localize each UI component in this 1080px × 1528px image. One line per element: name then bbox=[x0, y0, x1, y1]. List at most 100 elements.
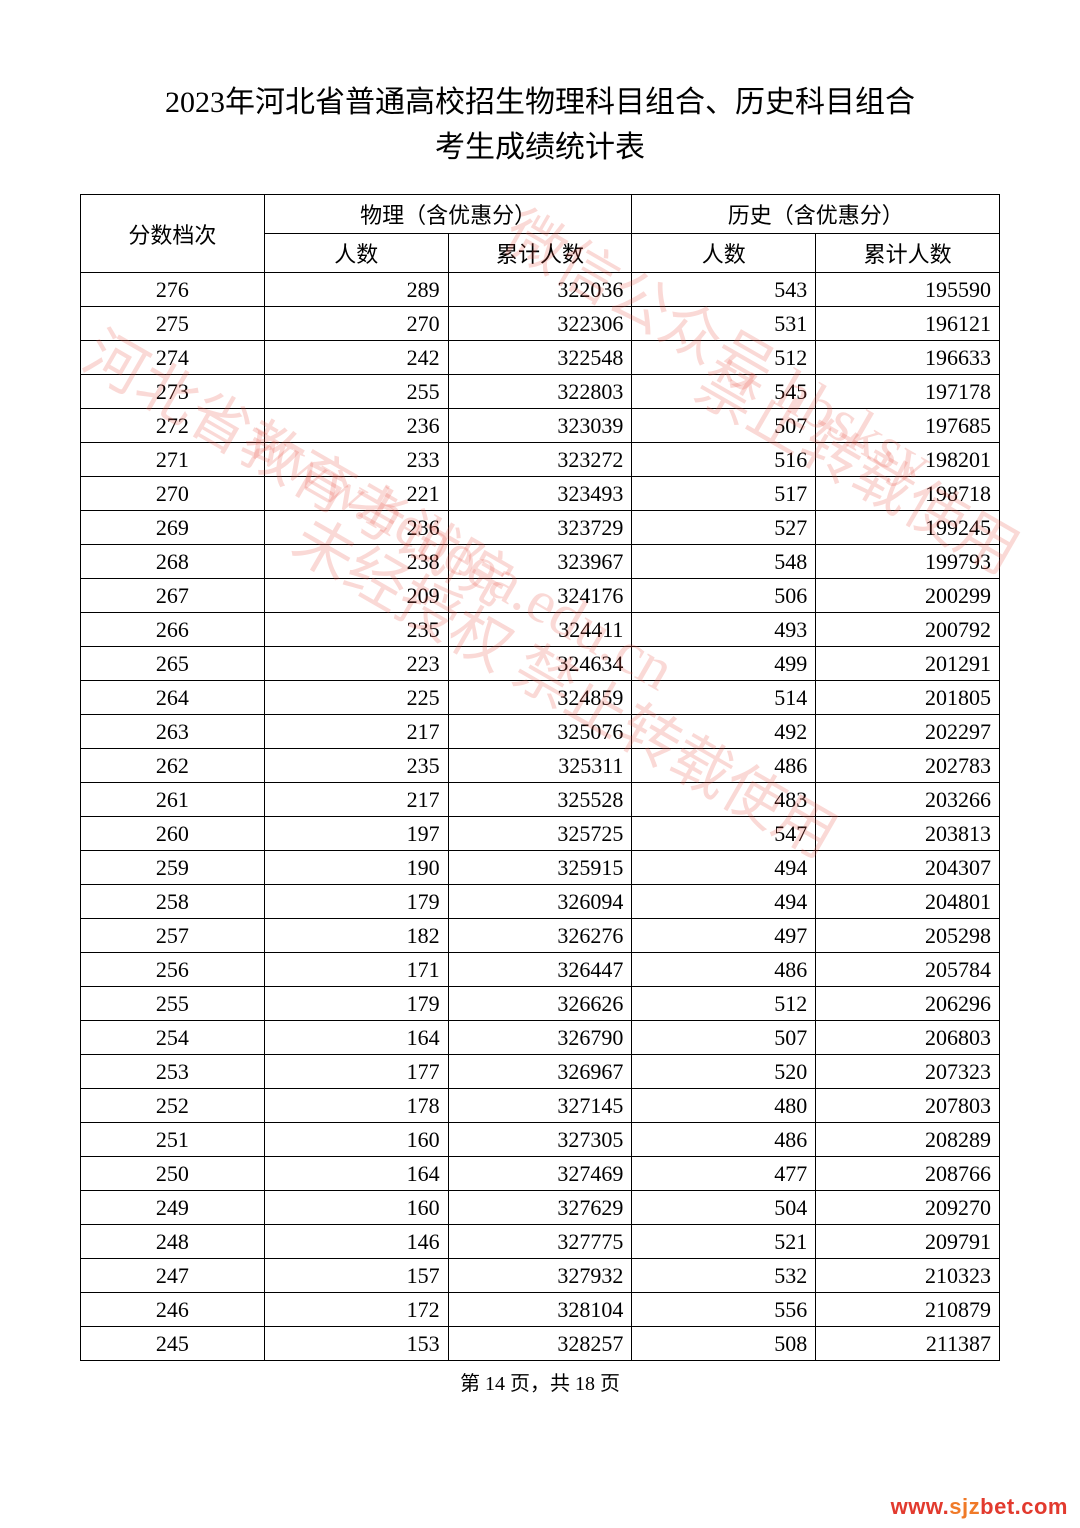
title-line-2: 考生成绩统计表 bbox=[435, 131, 645, 164]
cell-score: 269 bbox=[81, 511, 265, 545]
cell-physics-count: 270 bbox=[264, 307, 448, 341]
cell-score: 257 bbox=[81, 919, 265, 953]
table-row: 251160327305486208289 bbox=[81, 1123, 1000, 1157]
cell-history-count: 512 bbox=[632, 987, 816, 1021]
table-row: 246172328104556210879 bbox=[81, 1293, 1000, 1327]
table-row: 276289322036543195590 bbox=[81, 273, 1000, 307]
cell-score: 275 bbox=[81, 307, 265, 341]
cell-physics-cumulative: 325725 bbox=[448, 817, 632, 851]
cell-physics-cumulative: 323967 bbox=[448, 545, 632, 579]
table-row: 261217325528483203266 bbox=[81, 783, 1000, 817]
table-row: 247157327932532210323 bbox=[81, 1259, 1000, 1293]
cell-score: 276 bbox=[81, 273, 265, 307]
cell-physics-cumulative: 323729 bbox=[448, 511, 632, 545]
table-row: 273255322803545197178 bbox=[81, 375, 1000, 409]
cell-history-cumulative: 207803 bbox=[816, 1089, 1000, 1123]
table-header-row-1: 分数档次 物理（含优惠分） 历史（含优惠分） bbox=[81, 195, 1000, 234]
site-wm-tld: .com bbox=[1015, 1494, 1068, 1519]
cell-physics-cumulative: 328104 bbox=[448, 1293, 632, 1327]
col-history-count: 人数 bbox=[632, 234, 816, 273]
cell-score: 271 bbox=[81, 443, 265, 477]
cell-physics-count: 160 bbox=[264, 1123, 448, 1157]
cell-physics-count: 197 bbox=[264, 817, 448, 851]
cell-physics-cumulative: 325076 bbox=[448, 715, 632, 749]
cell-physics-cumulative: 324176 bbox=[448, 579, 632, 613]
cell-score: 261 bbox=[81, 783, 265, 817]
cell-physics-count: 190 bbox=[264, 851, 448, 885]
table-row: 265223324634499201291 bbox=[81, 647, 1000, 681]
cell-history-cumulative: 196633 bbox=[816, 341, 1000, 375]
cell-history-cumulative: 195590 bbox=[816, 273, 1000, 307]
cell-history-count: 494 bbox=[632, 885, 816, 919]
table-row: 260197325725547203813 bbox=[81, 817, 1000, 851]
cell-physics-cumulative: 328257 bbox=[448, 1327, 632, 1361]
cell-physics-count: 153 bbox=[264, 1327, 448, 1361]
cell-history-count: 531 bbox=[632, 307, 816, 341]
col-physics-cum: 累计人数 bbox=[448, 234, 632, 273]
cell-physics-count: 238 bbox=[264, 545, 448, 579]
col-physics-count: 人数 bbox=[264, 234, 448, 273]
cell-physics-cumulative: 327932 bbox=[448, 1259, 632, 1293]
cell-history-count: 492 bbox=[632, 715, 816, 749]
cell-history-cumulative: 196121 bbox=[816, 307, 1000, 341]
cell-score: 256 bbox=[81, 953, 265, 987]
cell-score: 273 bbox=[81, 375, 265, 409]
col-history-cum: 累计人数 bbox=[816, 234, 1000, 273]
cell-physics-cumulative: 326094 bbox=[448, 885, 632, 919]
page-title: 2023年河北省普通高校招生物理科目组合、历史科目组合 考生成绩统计表 bbox=[80, 80, 1000, 170]
cell-history-cumulative: 203266 bbox=[816, 783, 1000, 817]
cell-physics-count: 221 bbox=[264, 477, 448, 511]
cell-physics-count: 217 bbox=[264, 715, 448, 749]
cell-physics-count: 225 bbox=[264, 681, 448, 715]
col-physics-header: 物理（含优惠分） bbox=[264, 195, 632, 234]
cell-history-count: 520 bbox=[632, 1055, 816, 1089]
cell-history-cumulative: 206803 bbox=[816, 1021, 1000, 1055]
cell-score: 250 bbox=[81, 1157, 265, 1191]
cell-history-count: 497 bbox=[632, 919, 816, 953]
site-wm-prefix: www. bbox=[891, 1494, 950, 1519]
cell-physics-cumulative: 325915 bbox=[448, 851, 632, 885]
cell-physics-cumulative: 322306 bbox=[448, 307, 632, 341]
cell-history-cumulative: 204801 bbox=[816, 885, 1000, 919]
cell-score: 246 bbox=[81, 1293, 265, 1327]
cell-physics-count: 235 bbox=[264, 613, 448, 647]
cell-score: 249 bbox=[81, 1191, 265, 1225]
cell-physics-cumulative: 325528 bbox=[448, 783, 632, 817]
site-watermark: www.sjzbet.com bbox=[891, 1494, 1068, 1520]
table-row: 255179326626512206296 bbox=[81, 987, 1000, 1021]
cell-physics-cumulative: 327305 bbox=[448, 1123, 632, 1157]
cell-history-count: 480 bbox=[632, 1089, 816, 1123]
table-row: 245153328257508211387 bbox=[81, 1327, 1000, 1361]
cell-physics-count: 160 bbox=[264, 1191, 448, 1225]
cell-score: 258 bbox=[81, 885, 265, 919]
table-row: 254164326790507206803 bbox=[81, 1021, 1000, 1055]
cell-physics-count: 171 bbox=[264, 953, 448, 987]
table-row: 253177326967520207323 bbox=[81, 1055, 1000, 1089]
cell-physics-count: 217 bbox=[264, 783, 448, 817]
cell-history-cumulative: 207323 bbox=[816, 1055, 1000, 1089]
table-row: 262235325311486202783 bbox=[81, 749, 1000, 783]
cell-score: 247 bbox=[81, 1259, 265, 1293]
cell-score: 252 bbox=[81, 1089, 265, 1123]
cell-score: 267 bbox=[81, 579, 265, 613]
cell-history-count: 548 bbox=[632, 545, 816, 579]
table-row: 256171326447486205784 bbox=[81, 953, 1000, 987]
cell-history-cumulative: 209791 bbox=[816, 1225, 1000, 1259]
cell-physics-cumulative: 325311 bbox=[448, 749, 632, 783]
cell-physics-count: 164 bbox=[264, 1157, 448, 1191]
cell-history-cumulative: 205298 bbox=[816, 919, 1000, 953]
cell-physics-cumulative: 327469 bbox=[448, 1157, 632, 1191]
cell-history-count: 507 bbox=[632, 409, 816, 443]
table-row: 275270322306531196121 bbox=[81, 307, 1000, 341]
cell-physics-count: 289 bbox=[264, 273, 448, 307]
cell-history-count: 547 bbox=[632, 817, 816, 851]
cell-history-count: 486 bbox=[632, 749, 816, 783]
table-row: 257182326276497205298 bbox=[81, 919, 1000, 953]
cell-history-count: 493 bbox=[632, 613, 816, 647]
cell-history-cumulative: 210879 bbox=[816, 1293, 1000, 1327]
cell-history-count: 477 bbox=[632, 1157, 816, 1191]
cell-physics-cumulative: 326967 bbox=[448, 1055, 632, 1089]
table-row: 249160327629504209270 bbox=[81, 1191, 1000, 1225]
cell-history-count: 483 bbox=[632, 783, 816, 817]
cell-physics-count: 182 bbox=[264, 919, 448, 953]
